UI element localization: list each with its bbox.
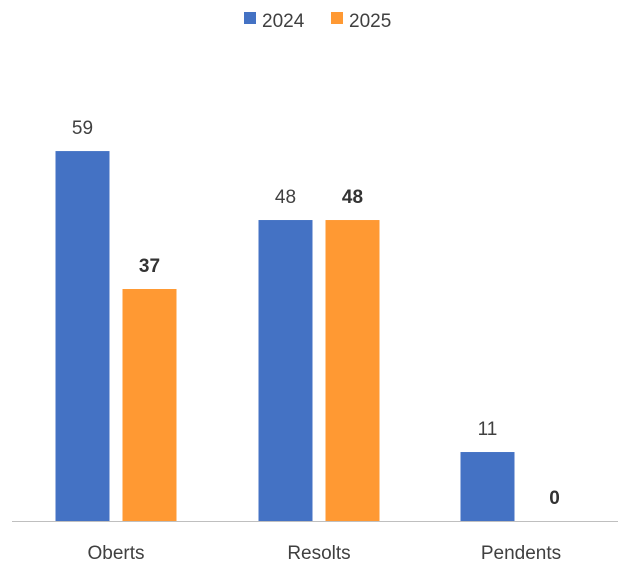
- x-tick-label-resolts: Resolts: [287, 543, 350, 563]
- data-label-oberts-2025: 37: [139, 256, 160, 277]
- data-label-pendents-2024: 11: [478, 419, 498, 440]
- data-label-resolts-2024: 48: [275, 187, 296, 208]
- bar-oberts-2024: [55, 151, 110, 521]
- chart-legend: 2024 2025: [244, 11, 391, 32]
- legend-swatch-2025: [331, 12, 343, 24]
- bar-group: [55, 151, 515, 522]
- bar-resolts-2024: [258, 220, 313, 522]
- bar-oberts-2025: [122, 289, 177, 521]
- data-label-resolts-2025: 48: [342, 187, 363, 208]
- bar-resolts-2025: [325, 220, 380, 522]
- legend-label-2025: 2025: [349, 11, 391, 32]
- x-tick-label-oberts: Oberts: [87, 543, 144, 563]
- data-label-pendents-2025: 0: [549, 488, 560, 509]
- data-label-group: 59 37 48 48 11 0: [72, 118, 560, 509]
- x-tick-label-pendents: Pendents: [481, 543, 561, 563]
- legend-swatch-2024: [244, 12, 256, 24]
- bar-pendents-2024: [460, 452, 515, 521]
- data-label-oberts-2024: 59: [72, 118, 93, 139]
- x-tick-label-group: Oberts Resolts Pendents: [87, 543, 561, 563]
- legend-label-2024: 2024: [262, 11, 305, 32]
